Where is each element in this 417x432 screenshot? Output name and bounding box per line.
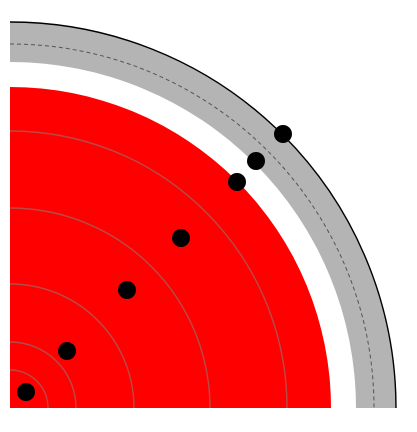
dot [228,173,246,191]
dot [274,125,292,143]
dots [17,125,292,401]
inner-rings [9,130,288,409]
inner-ring [9,283,135,409]
dot [247,152,265,170]
red-quarter-disk [10,87,331,408]
dot [58,342,76,360]
inner-ring [9,341,77,409]
dot [172,229,190,247]
dashed-arc [9,43,375,409]
inner-ring [9,130,288,409]
dot [118,281,136,299]
dot [17,383,35,401]
inner-ring [9,207,211,409]
inner-ring [9,369,49,409]
